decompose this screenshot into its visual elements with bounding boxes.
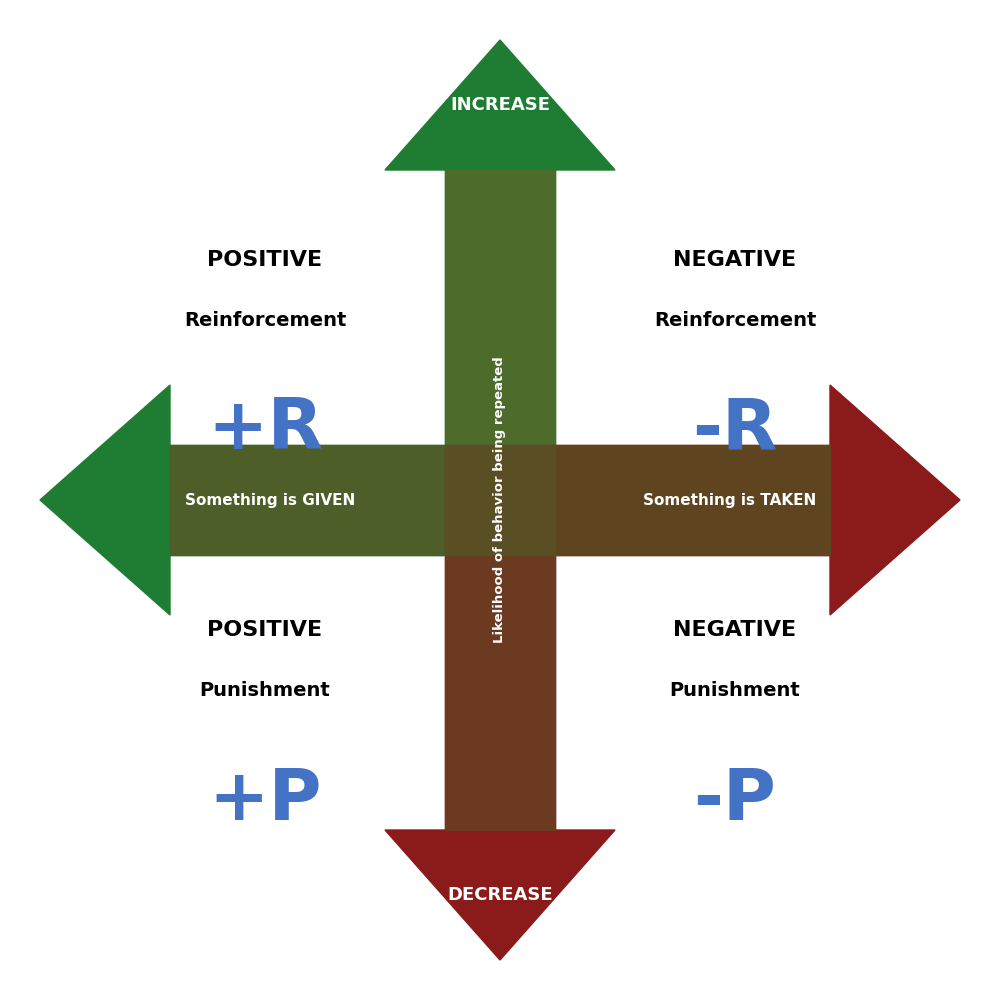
Text: Something is GIVEN: Something is GIVEN [185, 492, 355, 508]
Polygon shape [40, 385, 170, 615]
Text: Punishment: Punishment [200, 680, 330, 700]
Polygon shape [830, 385, 960, 615]
Polygon shape [170, 445, 500, 555]
Polygon shape [500, 445, 830, 555]
Text: NEGATIVE: NEGATIVE [673, 250, 797, 270]
Text: +P: +P [208, 766, 322, 834]
Text: Something is TAKEN: Something is TAKEN [643, 492, 817, 508]
Text: +R: +R [207, 395, 323, 464]
Text: NEGATIVE: NEGATIVE [673, 620, 797, 640]
Text: POSITIVE: POSITIVE [207, 620, 323, 640]
Text: Likelihood of behavior being repeated: Likelihood of behavior being repeated [494, 357, 507, 643]
Polygon shape [445, 170, 555, 500]
Polygon shape [445, 170, 555, 500]
Text: Reinforcement: Reinforcement [654, 310, 816, 330]
Polygon shape [445, 500, 555, 830]
Text: -R: -R [692, 395, 778, 464]
Text: INCREASE: INCREASE [450, 96, 550, 114]
Text: DECREASE: DECREASE [447, 886, 553, 904]
Polygon shape [385, 40, 615, 170]
Text: Reinforcement: Reinforcement [184, 310, 346, 330]
Text: -P: -P [694, 766, 776, 834]
Polygon shape [445, 445, 555, 555]
Polygon shape [170, 445, 500, 555]
Text: POSITIVE: POSITIVE [207, 250, 323, 270]
Text: Punishment: Punishment [670, 680, 800, 700]
Polygon shape [500, 445, 830, 555]
Polygon shape [445, 500, 555, 830]
Polygon shape [385, 830, 615, 960]
